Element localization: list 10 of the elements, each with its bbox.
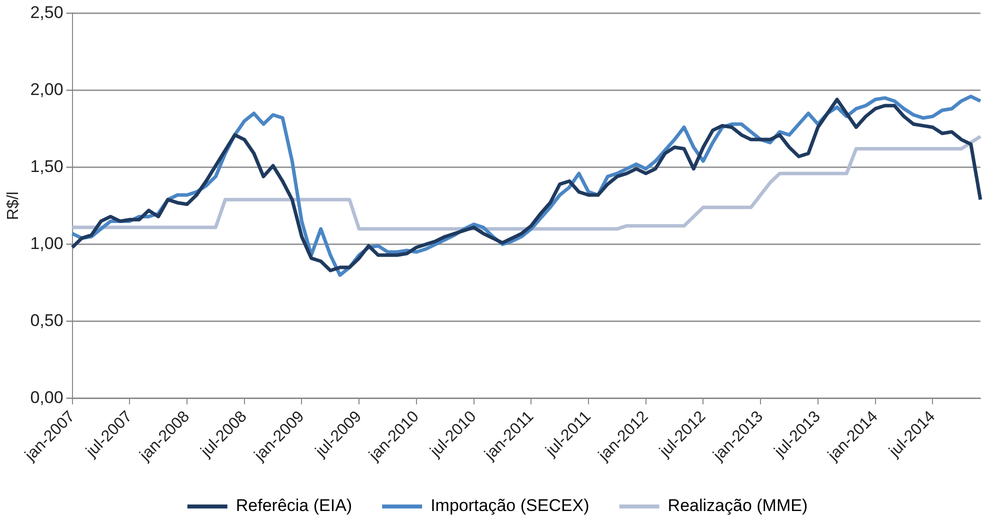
legend-label: Referêcia (EIA) <box>236 496 352 516</box>
y-tick-label: 0,50 <box>30 311 64 330</box>
y-tick-label: 2,00 <box>30 80 64 99</box>
y-tick-label: 1,00 <box>30 234 64 253</box>
legend-label: Realização (MME) <box>668 496 808 516</box>
y-tick-label: 1,50 <box>30 156 64 176</box>
y-axis-title: R$/l <box>5 192 22 220</box>
y-tick-label: 2,50 <box>30 2 64 22</box>
y-tick-label: 0,00 <box>30 388 64 408</box>
legend-label: Importação (SECEX) <box>430 496 590 516</box>
